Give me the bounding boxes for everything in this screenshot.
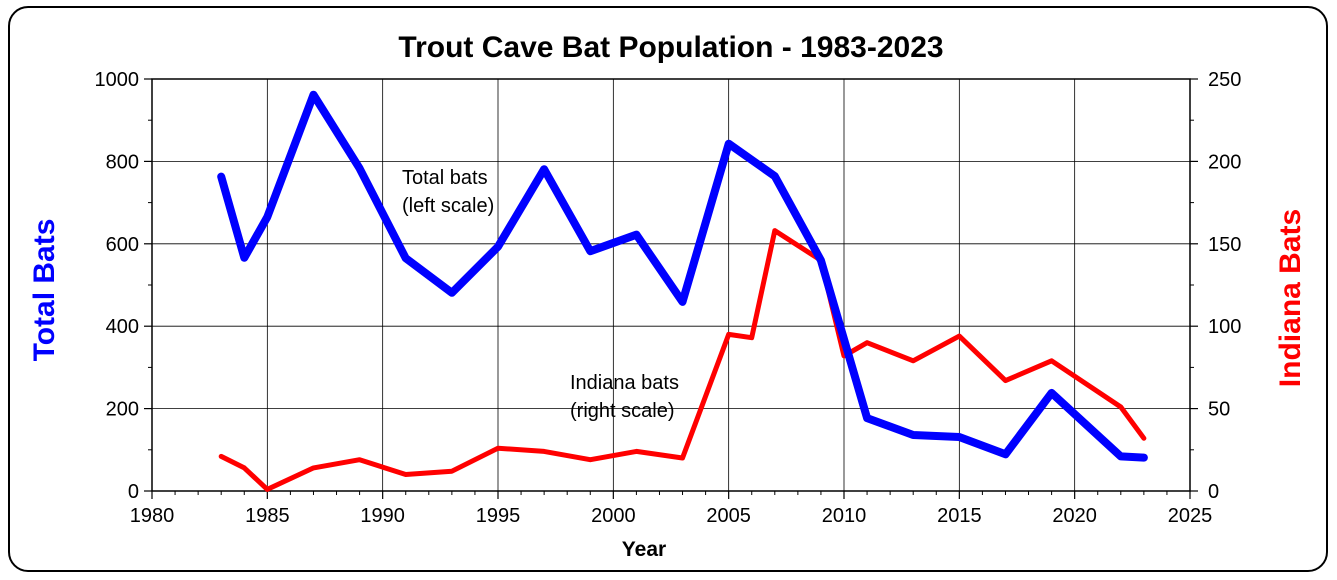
total-bats-point <box>310 92 316 98</box>
total-bats-point <box>864 415 870 421</box>
y-left-tick-label: 600 <box>106 234 139 256</box>
total-bats-point <box>680 299 686 305</box>
x-tick-label: 2000 <box>591 505 636 527</box>
y-left-tick-label: 800 <box>106 151 139 173</box>
indiana-bats-point <box>542 449 546 453</box>
total-bats-annotation-line1: Total bats <box>402 167 488 189</box>
indiana-bats-point <box>450 469 454 473</box>
y-left-tick-label: 1000 <box>95 69 140 91</box>
x-axis: 1980 1985 1990 1995 2000 2005 2010 2015 2020 2025 <box>130 491 1213 527</box>
indiana-bats-point <box>681 456 685 460</box>
x-tick-label: 1980 <box>130 505 175 527</box>
total-bats-point <box>956 434 962 440</box>
x-axis-label: Year <box>622 538 666 561</box>
y-axis-right-label: Indiana Bats <box>1274 209 1307 387</box>
indiana-bats-point <box>219 454 223 458</box>
total-bats-point <box>241 255 247 261</box>
indiana-bats-point <box>727 332 731 336</box>
indiana-bats-point <box>1050 359 1054 363</box>
indiana-bats-point <box>311 466 315 470</box>
indiana-bats-point <box>819 258 823 262</box>
total-bats-point <box>726 141 732 147</box>
chart-title: Trout Cave Bat Population - 1983-2023 <box>398 31 943 64</box>
y-left-tick-label: 200 <box>106 399 139 421</box>
total-bats-point <box>1049 390 1055 396</box>
indiana-bats-point <box>496 446 500 450</box>
x-tick-label: 2025 <box>1168 505 1213 527</box>
indiana-bats-point <box>865 341 869 345</box>
indiana-bats-annotation-line2: (right scale) <box>570 400 674 422</box>
x-tick-label: 2020 <box>1052 505 1097 527</box>
y-axis-right: 0 50 100 150 200 250 <box>1190 69 1241 503</box>
x-tick-label: 1995 <box>476 505 521 527</box>
indiana-bats-annotation-line1: Indiana bats <box>570 372 679 394</box>
y-right-tick-label: 0 <box>1208 481 1219 503</box>
indiana-bats-point <box>358 458 362 462</box>
indiana-bats-series-line <box>218 228 1147 492</box>
total-bats-point <box>910 432 916 438</box>
indiana-bats-point <box>911 359 915 363</box>
chart-frame <box>8 6 1328 572</box>
indiana-bats-point <box>750 336 754 340</box>
y-left-tick-label: 0 <box>128 481 139 503</box>
x-tick-label: 1985 <box>245 505 290 527</box>
total-bats-point <box>403 255 409 261</box>
total-bats-point <box>541 166 547 172</box>
indiana-bats-point <box>1119 405 1123 409</box>
y-left-tick-label: 400 <box>106 316 139 338</box>
y-right-tick-label: 200 <box>1208 151 1241 173</box>
total-bats-point <box>357 165 363 171</box>
total-bats-point <box>1118 453 1124 459</box>
y-right-tick-label: 250 <box>1208 69 1241 91</box>
indiana-bats-point <box>634 449 638 453</box>
total-bats-annotation-line2: (left scale) <box>402 195 494 217</box>
y-right-tick-label: 100 <box>1208 316 1241 338</box>
total-bats-point <box>1141 455 1147 461</box>
total-bats-point <box>264 214 270 220</box>
indiana-bats-point <box>404 473 408 477</box>
x-tick-label: 1990 <box>360 505 405 527</box>
grid <box>152 79 1190 491</box>
indiana-bats-point <box>773 229 777 233</box>
indiana-bats-point <box>588 458 592 462</box>
y-axis-left: 0 200 400 600 800 1000 <box>95 69 152 503</box>
total-bats-point <box>449 290 455 296</box>
indiana-bats-point <box>242 466 246 470</box>
total-bats-point <box>1002 451 1008 457</box>
x-tick-label: 2015 <box>937 505 982 527</box>
total-bats-point <box>495 244 501 250</box>
x-tick-label: 2005 <box>706 505 751 527</box>
indiana-bats-point <box>1003 379 1007 383</box>
total-bats-point <box>633 232 639 238</box>
y-axis-left-label: Total Bats <box>28 219 61 362</box>
indiana-bats-point <box>842 354 846 358</box>
total-bats-point <box>772 173 778 179</box>
y-right-tick-label: 50 <box>1208 399 1230 421</box>
indiana-bats-point <box>1142 436 1146 440</box>
total-bats-point <box>587 248 593 254</box>
x-tick-label: 2010 <box>822 505 867 527</box>
total-bats-series-line <box>217 90 1148 462</box>
y-right-tick-label: 150 <box>1208 234 1241 256</box>
indiana-bats-point <box>265 487 269 491</box>
total-bats-point <box>218 174 224 180</box>
indiana-bats-point <box>957 334 961 338</box>
